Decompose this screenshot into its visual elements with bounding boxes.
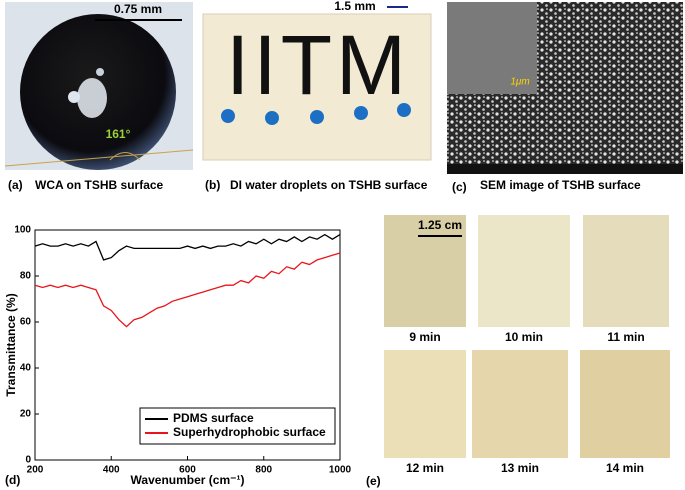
panel-letter: (b) — [205, 178, 220, 192]
y-axis-label: Transmittance (%) — [4, 293, 18, 396]
time-label: 9 min — [409, 330, 440, 344]
sample-photo — [583, 215, 669, 327]
x-tick-label: 1000 — [329, 465, 352, 476]
sample-photo — [384, 350, 466, 458]
sample-photo — [580, 350, 670, 458]
panel-c: 1μm (c) SEM image of TSHB surface — [447, 2, 683, 194]
caption: DI water droplets on TSHB surface — [230, 178, 428, 192]
sample-photo — [384, 215, 466, 327]
angle-label: 161° — [106, 127, 131, 141]
photo-background — [202, 13, 432, 161]
x-tick-label: 600 — [179, 465, 196, 476]
reflection — [68, 91, 80, 103]
caption: SEM image of TSHB surface — [480, 178, 641, 192]
scale-label: 0.75 mm — [114, 2, 162, 16]
angle-arc — [109, 152, 141, 161]
series-line — [34, 233, 341, 261]
x-axis-label: Wavenumber (cm⁻¹) — [131, 473, 245, 487]
panel-letter: (e) — [366, 474, 381, 488]
baseline — [4, 149, 194, 167]
y-tick-label: 100 — [14, 225, 31, 236]
sem-inset — [447, 2, 537, 94]
panel-letter: (c) — [452, 180, 467, 194]
y-tick-label: 80 — [20, 271, 32, 282]
panel-b: IITM 1.5 mm (b) DI water droplets on TSH… — [202, 0, 432, 192]
panel-letter: (a) — [8, 178, 23, 192]
time-label: 12 min — [406, 461, 444, 475]
scale-label: 1.5 mm — [334, 0, 375, 13]
inset-scale: 1μm — [510, 77, 529, 88]
sample-photo — [478, 215, 570, 327]
time-label: 11 min — [607, 330, 644, 344]
time-label: 14 min — [606, 461, 644, 475]
x-tick-label: 800 — [255, 465, 272, 476]
y-tick-label: 40 — [20, 363, 32, 374]
panel-e: (e) 9 min 10 min 11 min 12 min 13 min 14 min 1… — [366, 215, 670, 488]
reflection — [96, 68, 104, 76]
time-label: 13 min — [501, 461, 539, 475]
x-tick-label: 200 — [27, 465, 44, 476]
panel-letter: (d) — [5, 473, 20, 487]
sample-photo — [472, 350, 568, 458]
scale-label: 1.25 cm — [418, 218, 462, 232]
legend-box — [139, 407, 336, 445]
caption: WCA on TSHB surface — [35, 178, 164, 192]
sem-info-bar — [447, 164, 683, 174]
panel-d: (d) 200 400 600 800 1000 0 20 40 60 80 100 Wavenumb… — [4, 225, 351, 488]
time-label: 10 min — [505, 330, 543, 344]
y-tick-label: 60 — [20, 317, 32, 328]
legend-label: Superhydrophobic surface — [173, 425, 326, 439]
droplets — [221, 103, 411, 125]
x-tick-label: 400 — [103, 465, 120, 476]
legend-label: PDMS surface — [173, 411, 254, 425]
y-tick-label: 20 — [20, 409, 32, 420]
printed-letters: IITM — [226, 18, 410, 112]
panel-a: 0.75 mm 161° (a) WCA on TSHB surface — [4, 2, 194, 192]
reflection — [77, 78, 107, 118]
y-tick-label: 0 — [25, 455, 31, 466]
series-line — [34, 252, 341, 328]
